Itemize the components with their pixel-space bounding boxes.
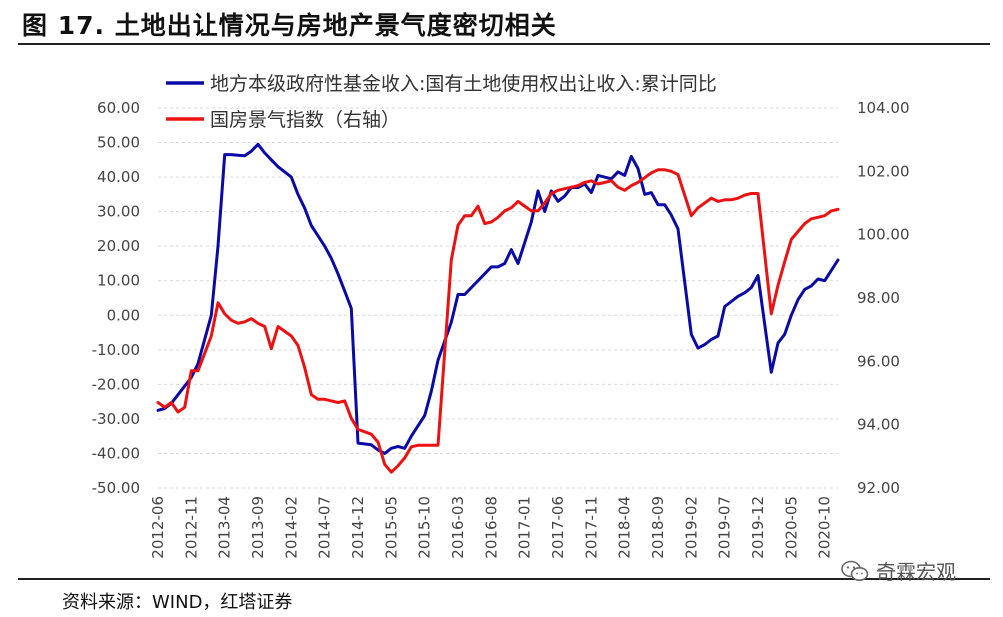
x-tick-label: 2013-09 xyxy=(249,496,267,559)
x-tick-label: 2019-12 xyxy=(749,496,767,559)
y-left-tick-label: 20.00 xyxy=(97,237,140,255)
x-tick-label: 2020-05 xyxy=(782,496,800,559)
axes: 60.00 50.00 40.00 30.00 20.00 10.00 0.00 -10.00… xyxy=(92,99,910,559)
x-tick-label: 2020-10 xyxy=(816,496,834,559)
source-note: 资料来源：WIND，红塔证券 xyxy=(62,592,293,613)
y-left-tick-label: 30.00 xyxy=(97,203,140,221)
y-left-tick-label: -50.00 xyxy=(92,479,140,497)
x-tick-label: 2018-09 xyxy=(649,496,667,559)
y-left-tick-label: 50.00 xyxy=(97,134,140,152)
y-right-tick-label: 102.00 xyxy=(857,162,910,180)
legend-label-1: 地方本级政府性基金收入:国有土地使用权出让收入:累计同比 xyxy=(210,73,717,95)
x-tick-label: 2015-05 xyxy=(382,496,400,559)
x-tick-label: 2012-06 xyxy=(149,496,167,559)
y-left-tick-label: -20.00 xyxy=(92,375,140,393)
watermark: 奇霖宏观 xyxy=(840,556,956,585)
page-title: 图 17. 土地出让情况与房地产景气度密切相关 xyxy=(22,11,557,40)
x-tick-label: 2018-04 xyxy=(616,496,634,559)
y-left-tick-label: 60.00 xyxy=(97,99,140,117)
x-tick-label: 2019-07 xyxy=(716,496,734,559)
x-tick-label: 2017-01 xyxy=(516,496,534,559)
y-left-tick-label: -40.00 xyxy=(92,444,140,462)
x-tick-label: 2015-10 xyxy=(416,496,434,559)
y-right-tick-label: 104.00 xyxy=(857,99,910,117)
series-lines xyxy=(156,142,840,474)
legend-label-2: 国房景气指数（右轴） xyxy=(210,109,400,131)
y-right-tick-label: 96.00 xyxy=(857,352,900,370)
wechat-icon xyxy=(841,560,869,581)
y-right-tick-label: 94.00 xyxy=(857,416,900,434)
x-tick-label: 2016-08 xyxy=(482,496,500,559)
y-left-tick-label: -10.00 xyxy=(92,341,140,359)
x-tick-label: 2014-12 xyxy=(349,496,367,559)
title-divider xyxy=(18,43,990,45)
x-tick-label: 2014-07 xyxy=(316,496,334,559)
y-right-tick-label: 92.00 xyxy=(857,479,900,497)
y-left-tick-label: 0.00 xyxy=(107,306,140,324)
x-tick-label: 2017-11 xyxy=(582,496,600,559)
y-left-tick-label: 10.00 xyxy=(97,272,140,290)
y-right-tick-label: 98.00 xyxy=(857,289,900,307)
grid-lines xyxy=(158,107,838,489)
series-line-1 xyxy=(156,142,840,455)
x-tick-label: 2012-11 xyxy=(182,496,200,559)
x-tick-label: 2017-06 xyxy=(549,496,567,559)
series-line-2 xyxy=(156,168,840,474)
footer-divider xyxy=(18,578,990,580)
watermark-text: 奇霖宏观 xyxy=(876,560,956,584)
y-right-tick-label: 100.00 xyxy=(857,226,910,244)
x-tick-label: 2014-02 xyxy=(282,496,300,559)
x-tick-label: 2016-03 xyxy=(449,496,467,559)
x-tick-label: 2019-02 xyxy=(682,496,700,559)
y-left-tick-label: 40.00 xyxy=(97,168,140,186)
x-tick-label: 2013-04 xyxy=(216,496,234,559)
y-left-tick-label: -30.00 xyxy=(92,410,140,428)
